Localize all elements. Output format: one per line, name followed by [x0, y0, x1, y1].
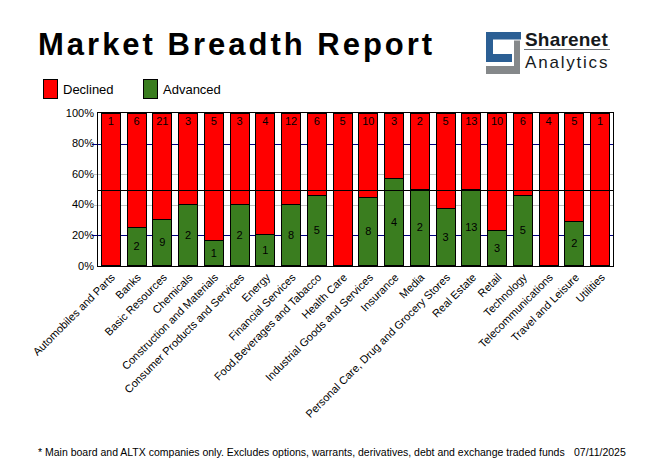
gridline [98, 144, 613, 145]
declined-segment [436, 113, 456, 209]
declined-count-label: 3 [230, 115, 250, 127]
declined-count-label: 10 [487, 115, 507, 127]
advanced-count-label: 2 [178, 229, 198, 241]
y-axis-label: 100% [34, 107, 94, 119]
advanced-count-label: 2 [564, 237, 584, 249]
advanced-count-label: 3 [487, 242, 507, 254]
legend-declined-swatch [43, 79, 58, 99]
advanced-count-label: 8 [358, 225, 378, 237]
declined-count-label: 2 [410, 115, 430, 127]
advanced-count-label: 4 [384, 216, 404, 228]
declined-count-label: 6 [127, 115, 147, 127]
legend-declined-label: Declined [63, 82, 114, 97]
advanced-count-label: 13 [461, 221, 481, 233]
declined-segment [204, 113, 224, 241]
gridline [98, 174, 613, 175]
fifty-percent-line [98, 190, 613, 191]
declined-count-label: 6 [307, 115, 327, 127]
y-axis-label: 0% [34, 260, 94, 272]
declined-count-label: 5 [333, 115, 353, 127]
y-axis-label: 40% [34, 198, 94, 210]
gridline [98, 235, 613, 236]
declined-segment [152, 113, 172, 220]
declined-segment [255, 113, 275, 235]
y-axis-label: 60% [34, 168, 94, 180]
gridline [98, 205, 613, 206]
declined-segment [127, 113, 147, 228]
advanced-count-label: 9 [152, 236, 172, 248]
declined-count-label: 13 [461, 115, 481, 127]
logo-subtitle: Analytics [524, 50, 610, 71]
declined-count-label: 1 [590, 115, 610, 127]
advanced-count-label: 5 [307, 224, 327, 236]
sharenet-logo-icon [485, 31, 522, 75]
legend-advanced-swatch [143, 79, 158, 99]
legend-advanced-label: Advanced [163, 82, 221, 97]
advanced-count-label: 1 [204, 247, 224, 259]
declined-count-label: 1 [101, 115, 121, 127]
y-axis-label: 20% [34, 229, 94, 241]
footnote: * Main board and ALTX companies only. Ex… [38, 446, 565, 458]
declined-count-label: 12 [281, 115, 301, 127]
x-axis-label: Automobiles and Parts [31, 271, 118, 358]
declined-count-label: 3 [178, 115, 198, 127]
advanced-count-label: 8 [281, 229, 301, 241]
declined-count-label: 21 [152, 115, 172, 127]
advanced-count-label: 2 [127, 240, 147, 252]
declined-count-label: 5 [436, 115, 456, 127]
advanced-count-label: 1 [255, 244, 275, 256]
declined-segment [487, 113, 507, 231]
logo-name: Sharenet [524, 31, 610, 50]
declined-count-label: 4 [255, 115, 275, 127]
declined-count-label: 6 [513, 115, 533, 127]
declined-count-label: 5 [204, 115, 224, 127]
sharenet-logo: Sharenet Analytics [485, 31, 610, 75]
report-date: 07/11/2025 [574, 446, 626, 458]
advanced-count-label: 5 [513, 224, 533, 236]
declined-count-label: 3 [384, 115, 404, 127]
declined-count-label: 10 [358, 115, 378, 127]
y-axis-label: 80% [34, 137, 94, 149]
report-title: Market Breadth Report [38, 27, 435, 63]
declined-count-label: 5 [564, 115, 584, 127]
advanced-count-label: 2 [410, 221, 430, 233]
declined-count-label: 4 [539, 115, 559, 127]
declined-segment [564, 113, 584, 222]
advanced-count-label: 2 [230, 229, 250, 241]
plot-area: 1622193251324112865510834225313131036545… [97, 112, 614, 267]
advanced-count-label: 3 [436, 231, 456, 243]
